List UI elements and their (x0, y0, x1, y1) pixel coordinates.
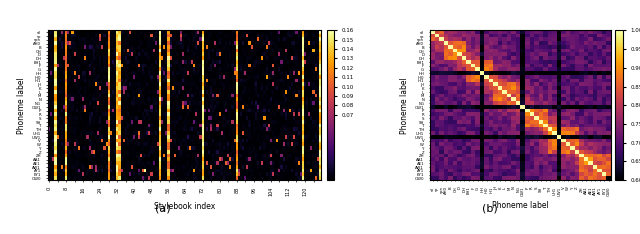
Y-axis label: Phoneme label: Phoneme label (17, 77, 26, 134)
Text: (a): (a) (156, 204, 171, 214)
X-axis label: Stylebook index: Stylebook index (154, 202, 215, 211)
Y-axis label: Phoneme label: Phoneme label (400, 77, 409, 134)
X-axis label: Phoneme label: Phoneme label (492, 201, 549, 211)
Text: (b): (b) (482, 204, 497, 214)
